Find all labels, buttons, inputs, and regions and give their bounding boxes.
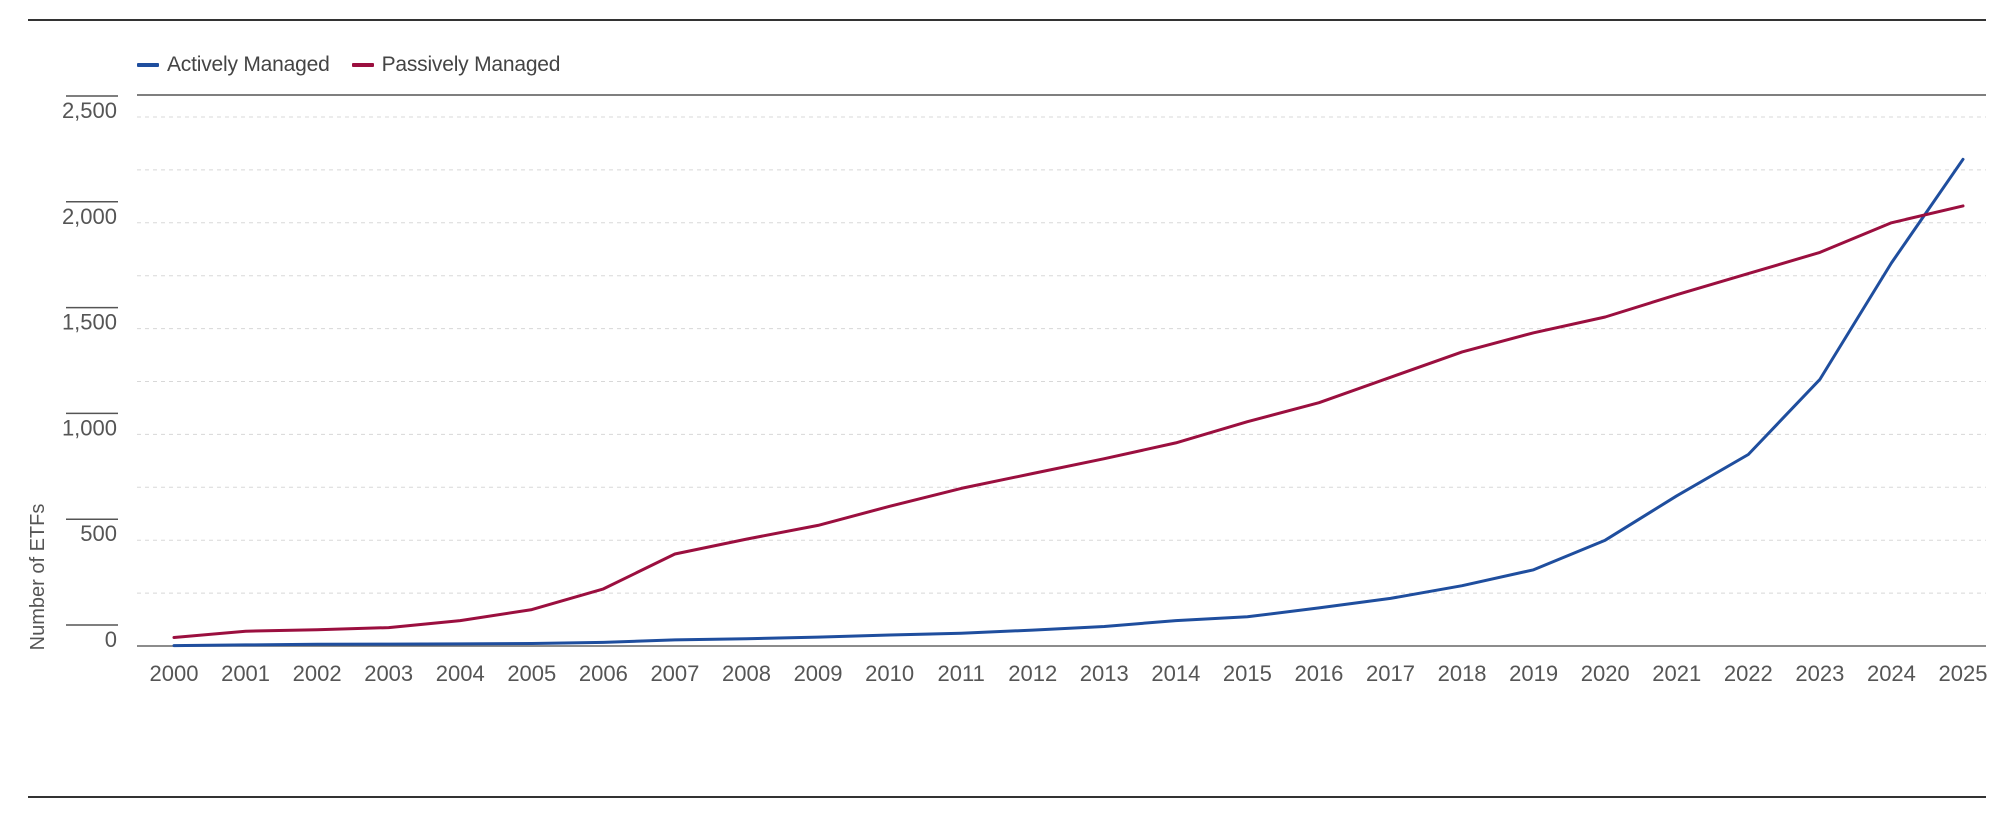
series-lines <box>172 157 1965 648</box>
x-tick-label: 2000 <box>150 661 199 686</box>
x-tick-label: 2002 <box>293 661 342 686</box>
x-tick-label: 2023 <box>1795 661 1844 686</box>
x-tick-label: 2006 <box>579 661 628 686</box>
x-tick-label: 2017 <box>1366 661 1415 686</box>
legend-swatch-actively-managed <box>137 63 159 67</box>
x-tick-label: 2014 <box>1151 661 1200 686</box>
gridlines <box>137 94 1986 647</box>
x-tick-label: 2018 <box>1438 661 1487 686</box>
x-tick-label: 2025 <box>1939 661 1988 686</box>
x-axis: 2000 2001 2002 2003 2004 2005 2006 2007 2008 2009… <box>150 661 1988 686</box>
x-tick-label: 2003 <box>364 661 413 686</box>
y-tick-label: 2,000 <box>62 204 117 229</box>
y-axis-title: Number of ETFs <box>27 504 49 651</box>
chart-legend: Actively Managed Passively Managed <box>137 48 560 82</box>
legend-label-actively-managed: Actively Managed <box>167 53 330 76</box>
y-axis: 0 500 1,000 1,500 2,000 2,500 <box>62 95 118 652</box>
passively-managed-line <box>172 204 1965 639</box>
x-tick-label: 2013 <box>1080 661 1129 686</box>
x-tick-label: 2005 <box>507 661 556 686</box>
x-tick-label: 2022 <box>1724 661 1773 686</box>
x-tick-label: 2012 <box>1008 661 1057 686</box>
y-tick-label: 0 <box>105 627 117 652</box>
actively-managed-line <box>172 157 1965 648</box>
top-divider <box>28 19 1986 21</box>
legend-swatch-passively-managed <box>351 63 374 67</box>
x-tick-label: 2011 <box>938 661 985 686</box>
y-tick-label: 1,000 <box>62 415 117 440</box>
x-tick-label: 2010 <box>865 661 914 686</box>
bottom-divider <box>28 796 1986 798</box>
x-tick-label: 2021 <box>1652 661 1701 686</box>
y-tick-label: 1,500 <box>62 310 117 335</box>
x-tick-label: 2009 <box>794 661 843 686</box>
x-tick-label: 2001 <box>221 661 270 686</box>
legend-item-actively-managed: Actively Managed <box>137 53 330 77</box>
legend-label-passively-managed: Passively Managed <box>381 53 561 76</box>
x-tick-label: 2016 <box>1294 661 1343 686</box>
x-tick-label: 2019 <box>1509 661 1558 686</box>
x-tick-label: 2008 <box>722 661 771 686</box>
y-tick-label: 2,500 <box>62 98 117 123</box>
x-tick-label: 2007 <box>650 661 699 686</box>
x-tick-label: 2024 <box>1867 661 1916 686</box>
y-tick-label: 500 <box>80 521 117 546</box>
x-tick-label: 2004 <box>436 661 485 686</box>
legend-item-passively-managed: Passively Managed <box>351 53 561 77</box>
x-tick-label: 2015 <box>1223 661 1272 686</box>
x-tick-label: 2020 <box>1581 661 1630 686</box>
